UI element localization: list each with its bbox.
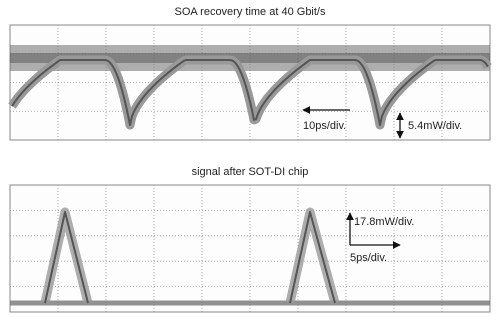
- top-power-scale: 5.4mW/div.: [408, 120, 462, 132]
- top-time-scale: 10ps/div.: [303, 120, 346, 132]
- figure: SOA recovery time at 40 Gbit/s 10ps/div.…: [0, 0, 497, 318]
- bottom-time-scale: 5ps/div.: [350, 252, 387, 264]
- top-panel-title: SOA recovery time at 40 Gbit/s: [174, 6, 326, 18]
- bottom-power-scale: 17.8mW/div.: [354, 216, 414, 228]
- bottom-panel-title: signal after SOT-DI chip: [192, 166, 309, 178]
